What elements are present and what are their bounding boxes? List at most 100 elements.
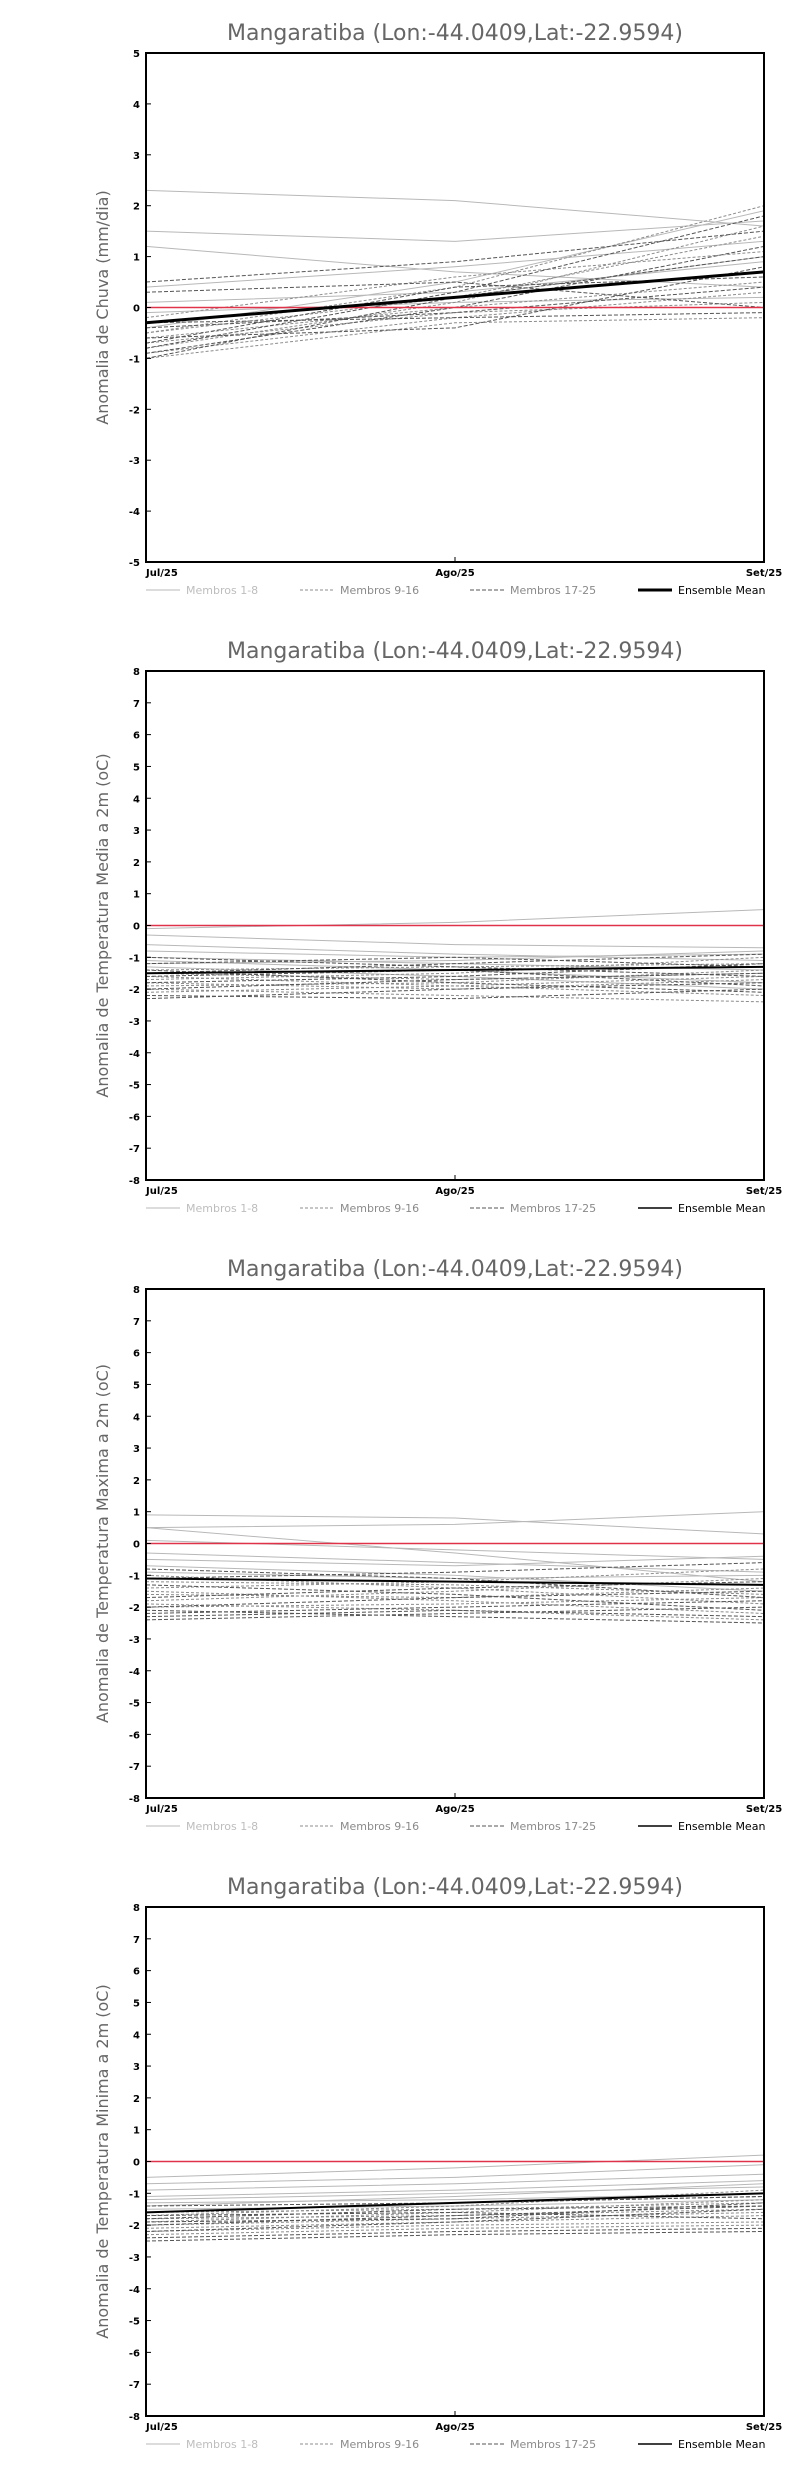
x-tick-label: Ago/25 (435, 568, 474, 579)
y-tick-label: 3 (133, 2062, 140, 2073)
member-line-10 (145, 972, 765, 981)
y-tick-label: -5 (129, 2317, 140, 2328)
legend-members-17-25-label: Membros 17-25 (510, 2438, 596, 2451)
y-tick-label: 0 (133, 2158, 140, 2169)
ensemble-mean-line (145, 270, 765, 325)
y-tick-label: 1 (133, 2126, 140, 2137)
member-line-16 (145, 1597, 765, 1608)
y-tick-label: 8 (133, 1903, 140, 1914)
y-tick-label: 4 (133, 1412, 140, 1423)
x-tick-label: Set/25 (746, 568, 782, 579)
member-line-20 (145, 1606, 765, 1621)
x-tick-label: Set/25 (746, 1186, 782, 1197)
member-line-17 (145, 2227, 765, 2239)
y-tick-label: -1 (129, 354, 140, 365)
member-line-25 (145, 1590, 765, 1608)
member-line-18 (145, 1600, 765, 1614)
y-tick-label: 6 (133, 1349, 140, 1360)
y-tick-label: -5 (129, 558, 140, 569)
x-tick-label: Jul/25 (145, 1186, 178, 1197)
y-tick-label: -6 (129, 1730, 140, 1741)
x-tick-label: Jul/25 (145, 1804, 178, 1815)
y-tick-label: 8 (133, 667, 140, 678)
member-line-14 (145, 969, 765, 987)
y-tick-label: 4 (133, 2030, 140, 2041)
y-tick-label: 2 (133, 2094, 140, 2105)
legend-ensemble-mean-label: Ensemble Mean (678, 584, 765, 597)
y-tick-label: -7 (129, 1762, 140, 1773)
legend-members-9-16-label: Membros 9-16 (340, 1820, 419, 1833)
legend-members-17-25-label: Membros 17-25 (510, 584, 596, 597)
y-tick-label: 5 (133, 1380, 140, 1391)
chart-temperatura-maxima: Mangaratiba (Lon:-44.0409,Lat:-22.9594) A… (93, 1257, 782, 1833)
member-line-4 (145, 2180, 765, 2197)
legend-members-1-8-label: Membros 1-8 (186, 1820, 258, 1833)
member-line-7 (145, 1565, 765, 1592)
member-line-10 (145, 281, 765, 339)
y-tick-label: -5 (129, 1699, 140, 1710)
member-line-22 (145, 956, 765, 977)
y-tick-label: 1 (133, 890, 140, 901)
y-tick-label: -6 (129, 2348, 140, 2359)
y-tick-label: 1 (133, 1508, 140, 1519)
member-line-14 (145, 2215, 765, 2229)
chart-title: Mangaratiba (Lon:-44.0409,Lat:-22.9594) (227, 1257, 683, 1282)
y-tick-label: 3 (133, 151, 140, 162)
legend-members-9-16-label: Membros 9-16 (340, 584, 419, 597)
y-tick-label: -7 (129, 2380, 140, 2391)
member-line-8 (145, 210, 765, 329)
y-tick-label: 7 (133, 699, 140, 710)
member-line-8 (145, 2199, 765, 2210)
member-line-1 (145, 1514, 765, 1535)
legend-members-17-25-label: Membros 17-25 (510, 1820, 596, 1833)
member-line-2 (145, 1511, 765, 1529)
member-line-4 (145, 240, 765, 288)
member-line-20 (145, 969, 765, 993)
member-line-19 (145, 215, 765, 349)
ensemble-mean-line (145, 965, 765, 975)
member-line-14 (145, 317, 765, 359)
member-line-1 (145, 189, 765, 227)
member-line-22 (145, 1568, 765, 1599)
y-axis-label: Anomalia de Temperatura Maxima a 2m (oC) (93, 1364, 112, 1723)
member-line-25 (145, 2202, 765, 2223)
member-line-16 (145, 251, 765, 319)
member-line-15 (145, 1603, 765, 1621)
member-line-9 (145, 963, 765, 971)
legend-members-1-8-label: Membros 1-8 (186, 584, 258, 597)
member-line-12 (145, 225, 765, 349)
x-tick-label: Jul/25 (145, 2422, 178, 2433)
y-tick-label: -8 (129, 1794, 140, 1805)
legend-ensemble-mean-label: Ensemble Mean (678, 2438, 765, 2451)
x-tick-label: Ago/25 (435, 2422, 474, 2433)
member-line-5 (145, 2186, 765, 2201)
member-line-21 (145, 1584, 765, 1611)
y-tick-label: 0 (133, 1540, 140, 1551)
member-line-2 (145, 934, 765, 949)
chart-temperatura-minima: Mangaratiba (Lon:-44.0409,Lat:-22.9594) A… (93, 1875, 782, 2451)
member-line-24 (145, 2211, 765, 2220)
y-tick-label: -8 (129, 2412, 140, 2423)
chart-panel-temperatura-minima: Mangaratiba (Lon:-44.0409,Lat:-22.9594) A… (0, 1854, 800, 2472)
legend-members-9-16-label: Membros 9-16 (340, 1202, 419, 1215)
member-line-13 (145, 979, 765, 990)
chart-title: Mangaratiba (Lon:-44.0409,Lat:-22.9594) (227, 639, 683, 664)
legend-ensemble-mean-label: Ensemble Mean (678, 1202, 765, 1215)
y-tick-label: 2 (133, 858, 140, 869)
member-line-10 (145, 2189, 765, 2217)
member-line-20 (145, 286, 765, 329)
y-tick-label: -6 (129, 1112, 140, 1123)
member-line-24 (145, 972, 765, 990)
member-line-21 (145, 2208, 765, 2232)
member-line-20 (145, 2205, 765, 2220)
y-tick-label: 7 (133, 1935, 140, 1946)
legend-members-9-16-label: Membros 9-16 (340, 2438, 419, 2451)
y-tick-label: 0 (133, 304, 140, 315)
y-tick-label: -4 (129, 1667, 140, 1678)
y-tick-label: -1 (129, 1571, 140, 1582)
member-line-7 (145, 2183, 765, 2207)
y-tick-label: 3 (133, 1444, 140, 1455)
chart-title: Mangaratiba (Lon:-44.0409,Lat:-22.9594) (227, 1875, 683, 1900)
legend-members-1-8-label: Membros 1-8 (186, 2438, 258, 2451)
member-line-11 (145, 1568, 765, 1589)
